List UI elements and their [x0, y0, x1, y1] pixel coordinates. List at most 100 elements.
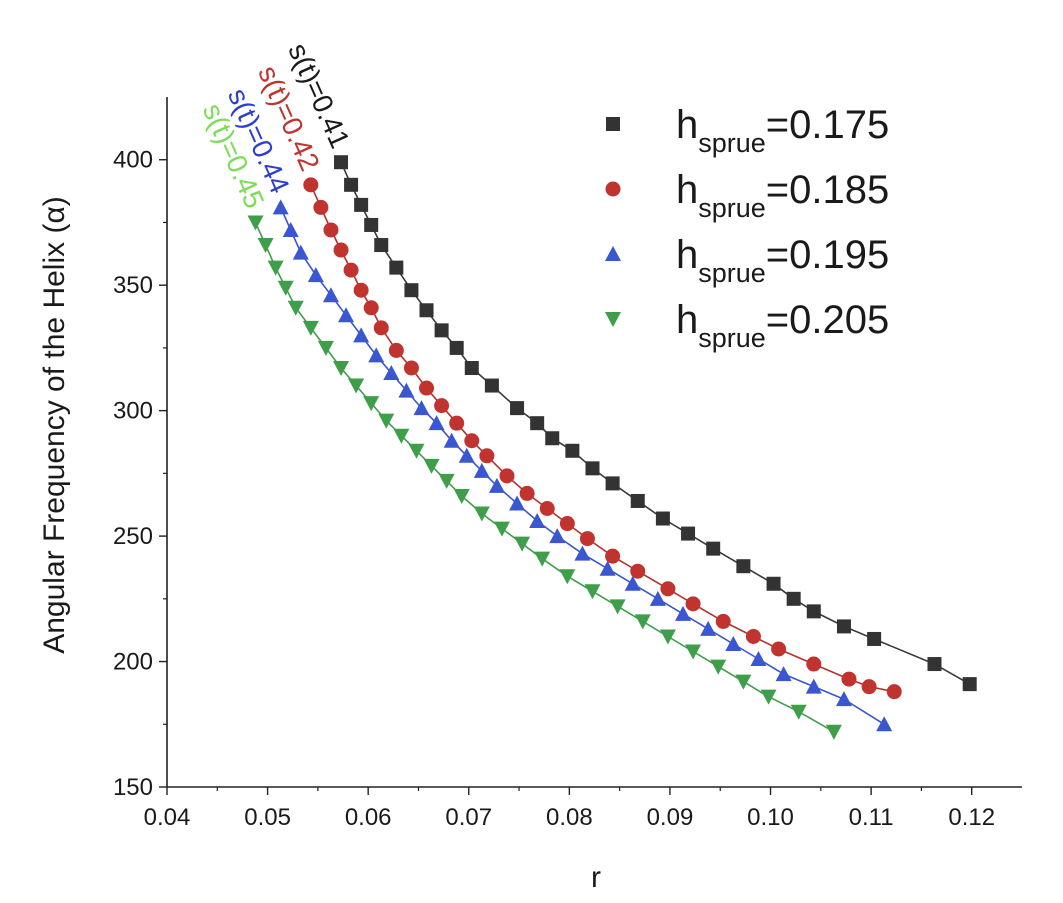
markers: [247, 155, 977, 740]
series-1-point-29: [861, 679, 877, 695]
series-1-point-16: [519, 485, 535, 501]
series-3-point-13: [423, 458, 440, 474]
series-1-point-23: [685, 596, 701, 612]
series-3-point-17: [493, 521, 510, 537]
series-0-point-26: [836, 619, 851, 634]
series-1-point-18: [559, 516, 575, 532]
legend-label-0: hsprue=0.175: [676, 103, 889, 158]
series-2-point-12: [443, 432, 460, 448]
series-0-point-0: [334, 155, 349, 170]
series-0-point-1: [344, 177, 359, 192]
legend-label-sub-3: sprue: [698, 323, 766, 353]
series-0-point-4: [374, 238, 389, 253]
series-2-point-6: [353, 327, 370, 343]
series-3-point-23: [634, 614, 651, 630]
series-0-point-23: [766, 576, 781, 591]
series-2-point-19: [574, 545, 591, 561]
legend-marker-0: [606, 117, 620, 131]
series-2-point-20: [599, 560, 616, 576]
legend-marker-3: [605, 312, 621, 327]
annotations: s(t)=0.41s(t)=0.42s(t)=0.44s(t)=0.45: [197, 38, 356, 212]
series-3-point-12: [408, 443, 425, 459]
series-2-point-15: [488, 477, 505, 493]
series-line-2: [279, 207, 885, 725]
series-2-point-9: [398, 382, 415, 398]
series-1-point-11: [434, 398, 450, 414]
series-1-point-25: [745, 628, 761, 644]
legend-label-sub-2: sprue: [698, 258, 766, 288]
series-2-point-7: [368, 347, 385, 363]
series-1-point-27: [806, 656, 822, 672]
series-1-point-6: [363, 300, 379, 316]
series-2-point-5: [338, 307, 355, 323]
series-2-point-0: [272, 199, 289, 215]
legend-label-1: hsprue=0.185: [676, 168, 889, 223]
series-2-point-17: [529, 513, 546, 529]
series-1-point-15: [499, 468, 515, 484]
series-3-point-10: [378, 413, 395, 429]
legend-label-3: hsprue=0.205: [676, 298, 889, 353]
series-1-point-8: [388, 342, 404, 358]
series-0-point-11: [484, 378, 499, 393]
series-0-point-21: [706, 541, 721, 556]
series-1-point-20: [605, 548, 621, 564]
legend-marker-2: [605, 246, 621, 261]
y-tick-label-1: 200: [113, 649, 153, 676]
series-0-point-5: [389, 260, 404, 275]
series-0-point-6: [404, 283, 419, 298]
legend-label-sub-1: sprue: [698, 193, 766, 223]
series-2-point-8: [383, 365, 400, 380]
series-3-point-20: [559, 569, 576, 585]
series-1-point-4: [343, 262, 359, 278]
series-3-point-11: [393, 428, 410, 444]
series-3-point-21: [584, 584, 601, 600]
legend-label-value-2: =0.195: [766, 233, 889, 277]
series-2-point-27: [775, 666, 792, 682]
series-2-point-23: [675, 605, 692, 621]
series-2-point-21: [624, 575, 641, 591]
legend-label-value-1: =0.185: [766, 168, 889, 212]
series-2-point-22: [649, 590, 666, 606]
legend-marker-1: [605, 181, 621, 197]
series-1-point-5: [353, 282, 369, 298]
series-3-point-14: [438, 473, 455, 489]
x-tick-label-0: 0.04: [144, 804, 191, 831]
series-1-point-9: [403, 360, 419, 376]
series-3-point-15: [453, 488, 470, 504]
series-3-point-28: [760, 689, 777, 705]
series-0-point-10: [464, 360, 479, 375]
series-1-point-2: [323, 222, 339, 238]
series-0-point-29: [962, 677, 977, 692]
series-3-point-18: [514, 536, 531, 552]
series-1-point-24: [715, 613, 731, 629]
series-2-point-11: [428, 415, 445, 431]
series-2-point-24: [700, 620, 717, 636]
series-line-3: [254, 222, 835, 733]
legend-label-base-0: h: [676, 103, 698, 147]
series-2-point-28: [805, 678, 822, 694]
series-3-point-16: [473, 506, 490, 522]
series-2-point-29: [835, 691, 852, 707]
series-3-point-26: [710, 659, 727, 675]
series-1-point-13: [464, 433, 480, 449]
series-1-point-21: [630, 563, 646, 579]
series-3-point-27: [735, 674, 752, 690]
series-1-point-28: [841, 671, 857, 687]
y-axis-title: Angular Frequency of the Helix (α): [38, 196, 71, 654]
series-3-point-2: [267, 260, 284, 276]
series-0-point-2: [354, 197, 369, 212]
series-2-point-1: [282, 221, 299, 237]
series-1-point-30: [886, 684, 902, 700]
series-1-point-26: [771, 641, 787, 657]
series-3-point-25: [685, 644, 702, 660]
x-tick-label-6: 0.10: [747, 804, 794, 831]
series-0-point-19: [655, 511, 670, 526]
series-1-point-7: [373, 320, 389, 336]
series-3-point-24: [659, 629, 676, 645]
series-3-point-9: [363, 396, 380, 412]
legend-label-base-2: h: [676, 233, 698, 277]
series-1-point-1: [313, 199, 329, 215]
legend-label-base-1: h: [676, 168, 698, 212]
series-3-point-19: [534, 551, 551, 567]
x-tick-label-4: 0.08: [546, 804, 593, 831]
